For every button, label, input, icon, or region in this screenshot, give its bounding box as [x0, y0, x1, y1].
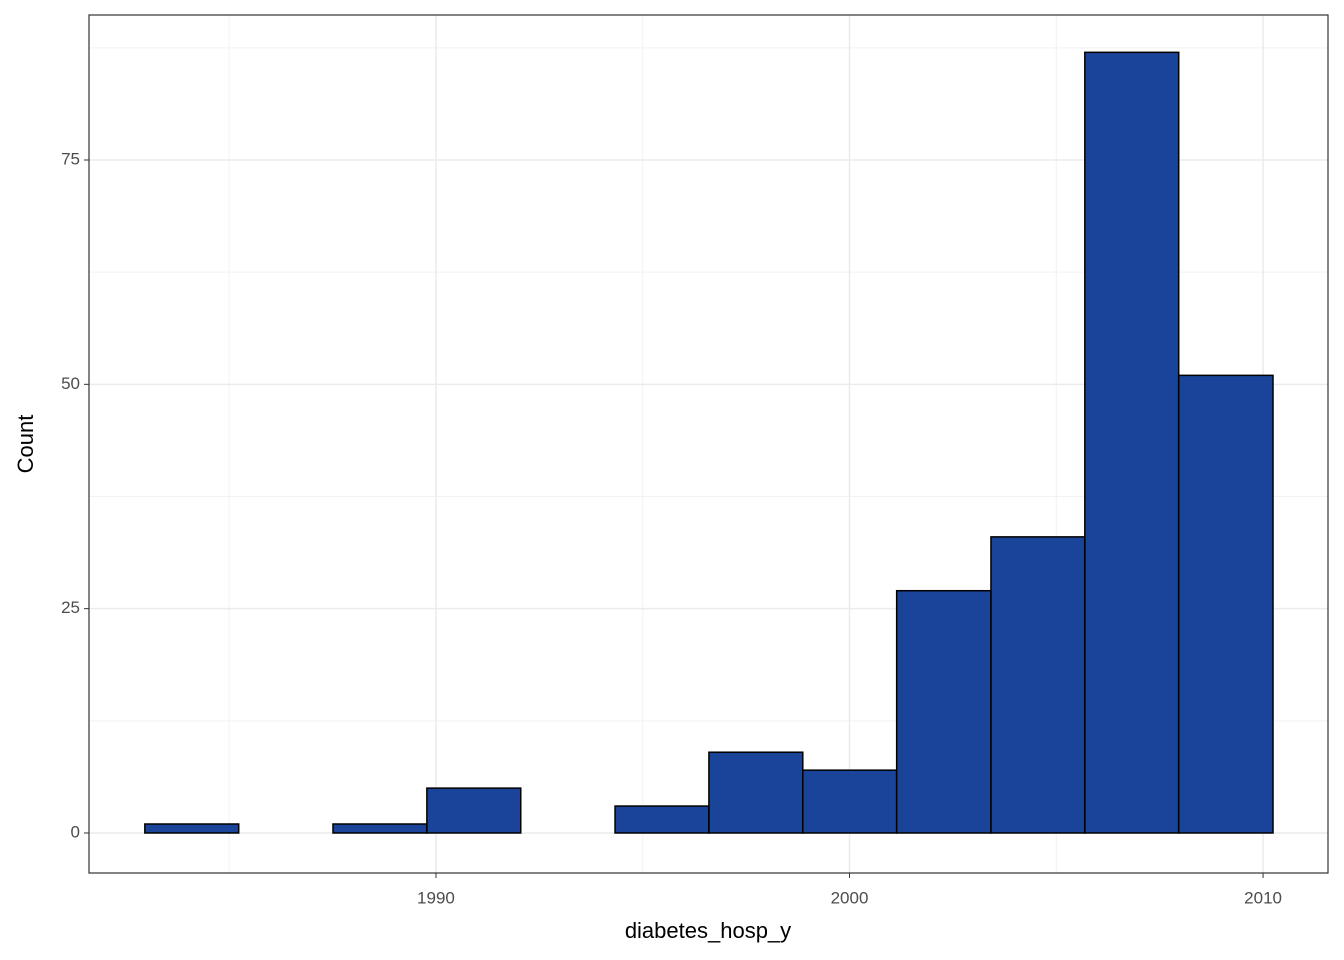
bar — [1084, 51, 1180, 834]
bar — [990, 536, 1086, 834]
x-tick-label: 2000 — [831, 888, 869, 907]
y-tick-label: 50 — [61, 374, 80, 393]
bar — [1177, 374, 1274, 834]
y-tick-label: 25 — [61, 598, 80, 617]
y-tick-label: 75 — [61, 149, 80, 168]
x-tick-label: 1990 — [417, 888, 455, 907]
bar — [144, 823, 240, 834]
bar — [895, 589, 992, 834]
bar — [614, 805, 710, 834]
x-tick-label: 2010 — [1244, 888, 1282, 907]
bar — [802, 769, 898, 834]
panel-border — [88, 14, 1329, 874]
bar — [708, 751, 804, 834]
y-axis-title: Count — [13, 415, 38, 474]
bar — [332, 823, 428, 834]
y-tick-label: 0 — [71, 822, 80, 841]
x-axis-title: diabetes_hosp_y — [625, 918, 791, 943]
bar — [426, 787, 522, 834]
